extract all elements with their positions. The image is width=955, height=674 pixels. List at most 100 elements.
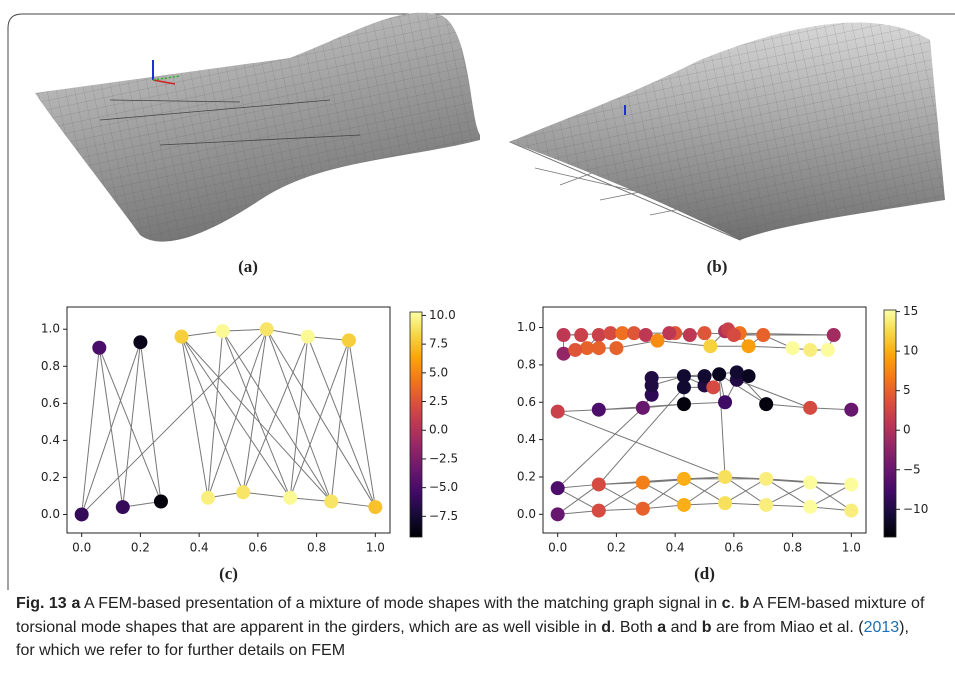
colorbar-tick-label: 5 — [903, 383, 911, 397]
colorbar-tick-label: 0.0 — [429, 423, 448, 437]
graph-node — [742, 339, 756, 353]
graph-node — [827, 328, 841, 342]
graph-node — [706, 380, 720, 394]
graph-node — [283, 491, 297, 505]
colorbar-tick-label: −5 — [903, 462, 921, 476]
graph-node — [154, 495, 168, 509]
caption-text: and — [666, 619, 702, 636]
surface-b — [505, 0, 950, 250]
graph-node — [636, 476, 650, 490]
x-axis-label: (c) — [219, 564, 238, 583]
x-tick-label: 0.0 — [548, 541, 567, 555]
x-tick-label: 1.0 — [842, 541, 861, 555]
graph-node — [844, 504, 858, 518]
x-axis-label: (d) — [694, 564, 715, 583]
graph-node — [592, 403, 606, 417]
colorbar-tick-label: 5.0 — [429, 365, 448, 379]
colorbar-tick-label: 2.5 — [429, 394, 448, 408]
graph-node — [609, 341, 623, 355]
graph-node — [260, 322, 274, 336]
graph-node — [568, 343, 582, 357]
colorbar-tick-label: 0 — [903, 423, 911, 437]
graph-node — [645, 371, 659, 385]
graph-node — [201, 491, 215, 505]
caption-text: c — [722, 595, 731, 612]
graph-node — [698, 369, 712, 383]
y-tick-label: 0.2 — [517, 469, 536, 483]
x-tick-label: 0.0 — [72, 541, 91, 555]
graph-node — [557, 328, 571, 342]
graph-node — [592, 504, 606, 518]
x-tick-label: 0.8 — [307, 541, 326, 555]
graph-node — [301, 330, 315, 344]
graph-node — [324, 495, 338, 509]
colorbar-tick-label: 10 — [903, 344, 918, 358]
graph-node — [574, 328, 588, 342]
graph-node — [718, 395, 732, 409]
caption-text: d — [601, 619, 611, 636]
graph-node — [718, 470, 732, 484]
citation-link[interactable]: 2013 — [864, 619, 900, 636]
colorbar-tick-label: −7.5 — [429, 509, 458, 523]
x-tick-label: 0.4 — [666, 541, 685, 555]
y-tick-label: 0.6 — [517, 395, 536, 409]
x-tick-label: 0.2 — [131, 541, 150, 555]
graph-node — [803, 500, 817, 514]
y-tick-label: 0.2 — [41, 470, 60, 484]
graph-node — [677, 498, 691, 512]
graph-node — [803, 343, 817, 357]
x-tick-label: 1.0 — [366, 541, 385, 555]
graph-node — [759, 498, 773, 512]
graph-node — [759, 397, 773, 411]
caption-text: a — [657, 619, 666, 636]
graph-node — [651, 334, 665, 348]
colorbar — [410, 312, 422, 537]
x-tick-label: 0.6 — [248, 541, 267, 555]
colorbar-tick-label: 10.0 — [429, 308, 456, 322]
graph-node — [236, 485, 250, 499]
graph-node — [627, 326, 641, 340]
y-tick-label: 0.4 — [41, 433, 60, 447]
colorbar-tick-label: −2.5 — [429, 451, 458, 465]
graph-node — [677, 369, 691, 383]
graph-node — [551, 507, 565, 521]
caption-text: are from Miao et al. ( — [712, 619, 864, 636]
graph-node — [844, 403, 858, 417]
graph-node — [683, 328, 697, 342]
x-tick-label: 0.8 — [783, 541, 802, 555]
graph-node — [636, 401, 650, 415]
y-tick-label: 0.0 — [41, 507, 60, 521]
graph-node — [175, 330, 189, 344]
y-tick-label: 1.0 — [517, 320, 536, 334]
graph-node — [592, 341, 606, 355]
graph-node — [821, 343, 835, 357]
graph-node — [677, 397, 691, 411]
graph-node — [703, 339, 717, 353]
surface-a — [30, 0, 490, 250]
colorbar-tick-label: −5.0 — [429, 480, 458, 494]
plot-frame — [543, 307, 866, 533]
graph-node — [216, 324, 230, 338]
x-tick-label: 0.6 — [724, 541, 743, 555]
y-tick-label: 0.8 — [41, 359, 60, 373]
graph-node — [551, 481, 565, 495]
caption-text: Fig. 13 — [16, 595, 67, 612]
graph-node — [592, 328, 606, 342]
graph-node — [756, 328, 770, 342]
graph-node — [742, 369, 756, 383]
graph-node — [759, 472, 773, 486]
graph-node — [636, 502, 650, 516]
x-tick-label: 0.4 — [190, 541, 209, 555]
colorbar-tick-label: −10 — [903, 502, 928, 516]
colorbar — [884, 310, 896, 537]
colorbar-tick-label: 7.5 — [429, 337, 448, 351]
graph-node — [727, 328, 741, 342]
y-tick-label: 0.6 — [41, 396, 60, 410]
y-tick-label: 0.8 — [517, 357, 536, 371]
graph-node — [75, 507, 89, 521]
graph-node — [133, 335, 147, 349]
panel-label: (a) — [238, 257, 258, 276]
graph-node — [551, 405, 565, 419]
graph-node — [712, 367, 726, 381]
graph-node — [844, 477, 858, 491]
